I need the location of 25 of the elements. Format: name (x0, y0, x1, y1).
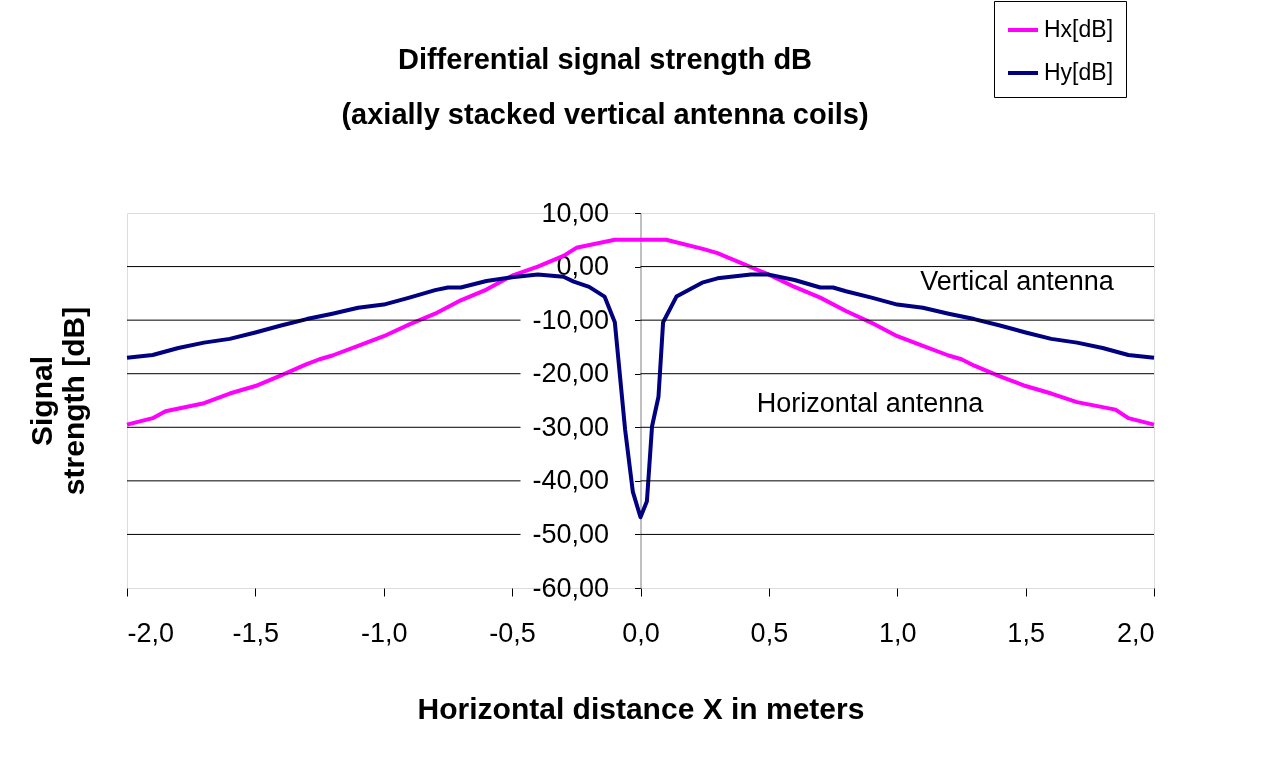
x-tick-label: -2,0 (127, 617, 175, 648)
annotation: Horizontal antenna (756, 388, 985, 418)
x-tick-label: -0,5 (489, 617, 536, 648)
x-tick-label: 1,0 (878, 617, 917, 648)
x-tick-label: 1,5 (1007, 617, 1045, 648)
y-tick-label: 0,00 (556, 251, 609, 282)
x-tick-label: 0,5 (750, 617, 789, 648)
annotation: Vertical antenna (920, 266, 1115, 296)
y-tick-label: -40,00 (532, 465, 609, 496)
y-tick-label: -10,00 (532, 304, 609, 335)
legend-label: Hy[dB] (1044, 59, 1114, 85)
chart-title: Differential signal strength dB (397, 43, 813, 75)
x-tick-label: 2,0 (1116, 617, 1155, 648)
y-tick-label: 10,00 (541, 197, 609, 228)
x-tick-label: 0,0 (622, 617, 660, 648)
chart-subtitle: (axially stacked vertical antenna coils) (341, 98, 869, 130)
y-axis-title: Signal strength [dB] (24, 306, 90, 496)
x-tick-label: -1,0 (360, 617, 408, 648)
y-tick-label: -60,00 (532, 572, 609, 603)
legend-label: Hx[dB] (1044, 16, 1114, 42)
x-axis-title: Horizontal distance X in meters (417, 691, 865, 725)
x-tick-label: -1,5 (232, 617, 280, 648)
y-tick-label: -50,00 (532, 518, 609, 549)
y-tick-label: -20,00 (532, 358, 609, 389)
y-tick-label: -30,00 (532, 411, 609, 442)
